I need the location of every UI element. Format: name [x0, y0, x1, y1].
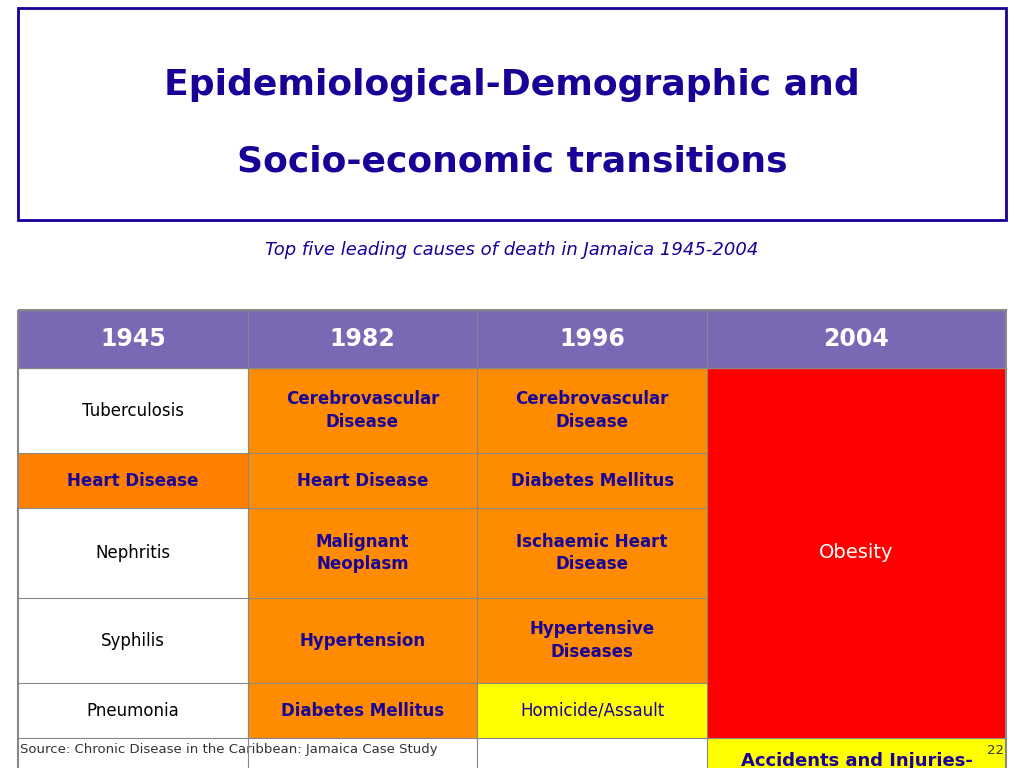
Text: Hypertension: Hypertension: [299, 631, 426, 650]
Text: Cerebrovascular
Disease: Cerebrovascular Disease: [515, 390, 669, 431]
Text: Syphilis: Syphilis: [100, 631, 165, 650]
Text: Obesity: Obesity: [819, 544, 894, 562]
Text: 1982: 1982: [330, 327, 395, 351]
Text: 2004: 2004: [823, 327, 889, 351]
Text: Tuberculosis: Tuberculosis: [82, 402, 184, 419]
Bar: [707, 738, 1006, 768]
Bar: [18, 310, 248, 368]
Text: Source: Chronic Disease in the Caribbean: Jamaica Case Study: Source: Chronic Disease in the Caribbean…: [20, 743, 437, 756]
Text: Malignant
Neoplasm: Malignant Neoplasm: [315, 533, 410, 573]
Bar: [477, 598, 707, 683]
Bar: [248, 598, 477, 683]
Bar: [18, 738, 248, 768]
Bar: [707, 310, 1006, 368]
Bar: [248, 310, 477, 368]
Text: Nephritis: Nephritis: [95, 544, 170, 562]
Text: Epidemiological-Demographic and: Epidemiological-Demographic and: [164, 68, 860, 102]
Bar: [477, 508, 707, 598]
Bar: [477, 683, 707, 738]
Text: Top five leading causes of death in Jamaica 1945-2004: Top five leading causes of death in Jama…: [265, 241, 759, 259]
Text: 1945: 1945: [100, 327, 166, 351]
Bar: [477, 310, 707, 368]
Bar: [18, 598, 248, 683]
Text: Ischaemic Heart
Disease: Ischaemic Heart Disease: [516, 533, 668, 573]
Text: Hypertensive
Diseases: Hypertensive Diseases: [529, 621, 654, 660]
Text: Cerebrovascular
Disease: Cerebrovascular Disease: [286, 390, 439, 431]
Text: Heart Disease: Heart Disease: [297, 472, 428, 489]
Text: Socio-economic transitions: Socio-economic transitions: [237, 145, 787, 179]
Bar: [18, 310, 1006, 768]
Bar: [18, 368, 248, 453]
Bar: [477, 738, 707, 768]
Bar: [248, 738, 477, 768]
Bar: [18, 8, 1006, 220]
Bar: [707, 368, 1006, 738]
Bar: [248, 508, 477, 598]
Bar: [477, 368, 707, 453]
Text: Diabetes Mellitus: Diabetes Mellitus: [511, 472, 674, 489]
Text: Heart Disease: Heart Disease: [68, 472, 199, 489]
Text: Accidents and Injuries-
(Accidents, poisoning
and violence)*: Accidents and Injuries- (Accidents, pois…: [740, 752, 973, 768]
Text: Pneumonia: Pneumonia: [86, 701, 179, 720]
Bar: [18, 683, 248, 738]
Bar: [477, 453, 707, 508]
Text: 1996: 1996: [559, 327, 625, 351]
Text: 22: 22: [987, 743, 1004, 756]
Bar: [18, 453, 248, 508]
Bar: [248, 683, 477, 738]
Text: Homicide/Assault: Homicide/Assault: [520, 701, 665, 720]
Bar: [18, 508, 248, 598]
Bar: [248, 453, 477, 508]
Text: Diabetes Mellitus: Diabetes Mellitus: [281, 701, 444, 720]
Bar: [248, 368, 477, 453]
